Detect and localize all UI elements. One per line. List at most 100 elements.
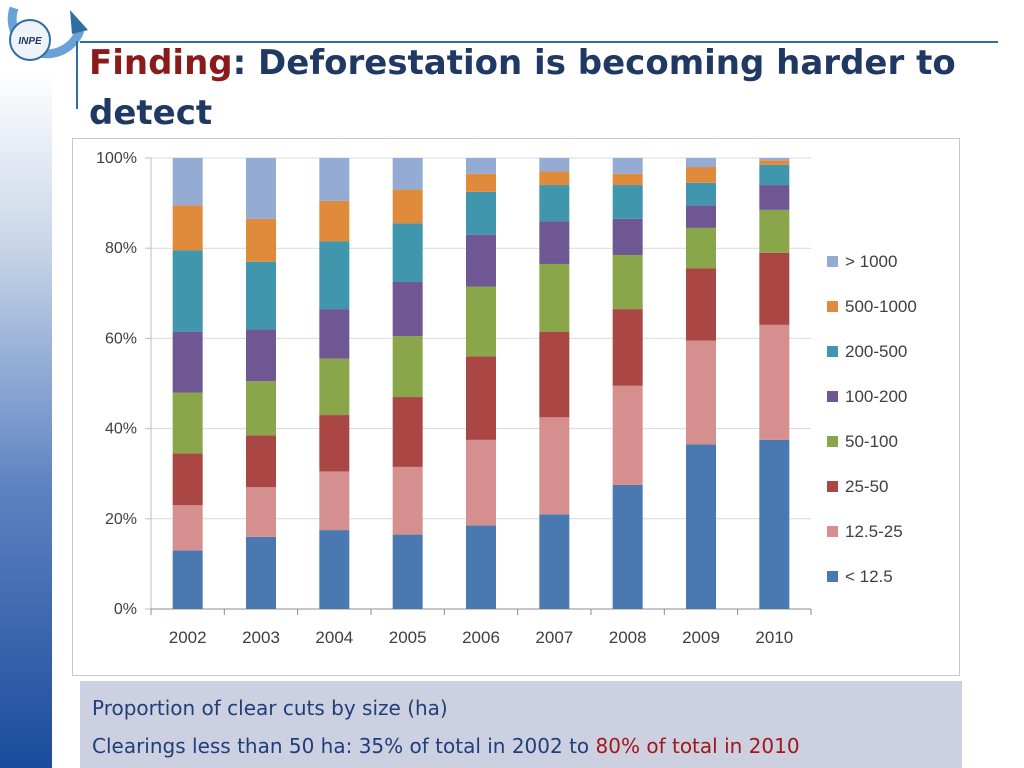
bar-segment: [686, 158, 716, 168]
bar-segment: [172, 550, 203, 609]
inpe-logo: INPE: [7, 6, 88, 61]
legend-label: 200-500: [845, 342, 907, 361]
y-tick-label: 80%: [105, 240, 137, 257]
header-rule: [80, 41, 998, 43]
bar-segment: [686, 227, 716, 269]
bar-segment: [539, 263, 570, 332]
bar-segment: [612, 218, 643, 255]
bar-segment: [466, 173, 496, 192]
caption-line-1: Proportion of clear cuts by size (ha): [92, 696, 448, 720]
bar-segment: [319, 241, 350, 310]
y-tick-label: 20%: [105, 511, 137, 528]
legend-swatch: [827, 481, 838, 492]
bar-segment: [392, 158, 423, 190]
x-tick-label: 2002: [169, 628, 207, 647]
bar-segment: [686, 205, 716, 228]
legend-swatch: [827, 526, 838, 537]
stacked-bar-chart: 0% 20% 40% 60% 80% 100% 2002 2003 2004 2005 2006 20…: [96, 150, 917, 647]
bar-segment: [612, 484, 643, 609]
legend-swatch: [827, 571, 838, 582]
legend-label: 100-200: [845, 387, 907, 406]
bar-segment: [392, 466, 423, 535]
y-tick-label: 100%: [96, 150, 137, 167]
bar-segment: [539, 185, 570, 222]
bar-segment: [246, 158, 276, 219]
bar-segment: [686, 167, 716, 183]
bar-segment: [612, 173, 643, 186]
legend-swatch: [827, 346, 838, 357]
bar-segment: [246, 536, 276, 609]
page-title: Finding: Deforestation is becoming harde…: [89, 38, 989, 138]
bar-segment: [466, 286, 496, 357]
bar-segment: [759, 164, 790, 186]
bar-segment: [466, 158, 496, 174]
bar-segment: [319, 358, 350, 416]
x-tick-label: 2005: [389, 628, 427, 647]
bar-segment: [392, 189, 423, 224]
bar-segment: [759, 252, 790, 325]
bar-segment: [466, 234, 496, 287]
bar-segment: [466, 525, 496, 609]
legend-label: > 1000: [845, 252, 897, 271]
x-tick-label: 2004: [315, 628, 353, 647]
legend-swatch: [827, 256, 838, 267]
bar-segment: [466, 191, 496, 235]
x-tick-label: 2010: [755, 628, 793, 647]
bar-segment: [466, 356, 496, 440]
bar-segment: [539, 158, 570, 172]
x-tick-label: 2008: [609, 628, 647, 647]
bar-segment: [246, 261, 276, 330]
x-tick-label: 2007: [535, 628, 573, 647]
title-accent: Finding: [89, 43, 233, 83]
y-tick-label: 60%: [105, 330, 137, 347]
bar-segment: [759, 160, 790, 165]
x-tick-label: 2006: [462, 628, 500, 647]
bar-segment: [759, 185, 790, 210]
bar-segment: [172, 505, 203, 551]
legend-label: 500-1000: [845, 297, 917, 316]
legend-swatch: [827, 436, 838, 447]
bar-segment: [172, 205, 203, 251]
bar-segment: [172, 250, 203, 332]
title-rule: [76, 41, 78, 109]
caption-box: Proportion of clear cuts by size (ha) Cl…: [80, 681, 962, 768]
bar-segment: [612, 158, 643, 174]
legend-label: 50-100: [845, 432, 898, 451]
bar-segment: [319, 415, 350, 472]
y-tick-label: 0%: [114, 601, 137, 618]
x-tick-label: 2009: [682, 628, 720, 647]
bar-segment: [319, 530, 350, 609]
bar-segment: [172, 392, 203, 454]
bar-segment: [246, 435, 276, 488]
bar-segment: [392, 223, 423, 283]
caption-line-2-highlight: 80% of total in 2010: [595, 734, 800, 758]
bar-segment: [246, 487, 276, 537]
bar-segment: [686, 182, 716, 206]
bar-segment: [466, 439, 496, 526]
caption-line-2-text: Clearings less than 50 ha: 35% of total …: [92, 734, 596, 758]
chart-container: 0% 20% 40% 60% 80% 100% 2002 2003 2004 2005 2006 20…: [72, 138, 960, 676]
bar-segment: [539, 171, 570, 186]
bar-segment: [392, 397, 423, 467]
bar-segment: [612, 309, 643, 386]
bar-segment: [172, 453, 203, 506]
bar-segment: [686, 444, 716, 609]
legend-label: 12.5-25: [845, 522, 903, 541]
bar-segment: [612, 185, 643, 219]
bar-segment: [172, 158, 203, 206]
bar-segment: [759, 324, 790, 440]
sidebar-gradient: [0, 70, 52, 768]
bar-segment: [686, 340, 716, 445]
legend-swatch: [827, 391, 838, 402]
bar-segment: [539, 417, 570, 515]
bar-segment: [246, 329, 276, 382]
bar-segment: [319, 200, 350, 242]
inpe-logo-text: INPE: [18, 36, 42, 47]
bar-segment: [392, 336, 423, 398]
bar-segment: [392, 282, 423, 337]
bar-segment: [539, 514, 570, 609]
bar-segment: [612, 385, 643, 485]
y-tick-label: 40%: [105, 421, 137, 438]
x-tick-label: 2003: [242, 628, 280, 647]
bar-segment: [172, 331, 203, 393]
